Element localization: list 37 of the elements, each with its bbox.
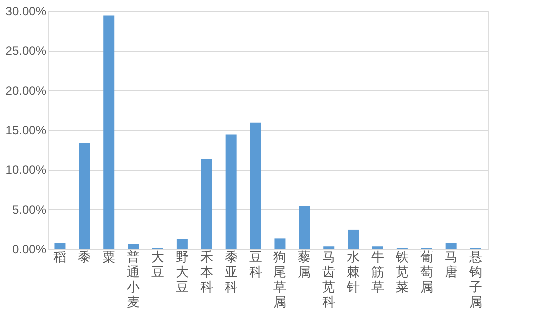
x-tick-label: 稻 xyxy=(54,250,67,266)
y-tick-label: 10.00% xyxy=(6,163,47,178)
y-tick-label: 15.00% xyxy=(6,124,47,138)
x-tick-label: 豆科 xyxy=(249,250,262,280)
bar xyxy=(201,159,212,249)
x-tick-label: 黍 xyxy=(78,250,92,266)
x-tick-label: 狗尾草属 xyxy=(274,250,287,310)
y-tick-label: 0.00% xyxy=(12,242,47,256)
x-tick-label: 野大豆 xyxy=(176,250,189,296)
bar xyxy=(128,244,140,249)
x-tick-label: 普通小麦 xyxy=(127,250,140,310)
y-tick-label: 5.00% xyxy=(12,202,47,217)
bar xyxy=(274,238,286,249)
bar xyxy=(226,134,237,249)
x-tick-label: 马唐 xyxy=(444,250,458,280)
x-tick-label: 水棘针 xyxy=(346,250,360,296)
y-tick-label: 25.00% xyxy=(6,44,47,58)
bar xyxy=(348,230,360,249)
bar xyxy=(299,206,310,249)
x-tick-label: 铁苋菜 xyxy=(394,250,409,296)
bar xyxy=(176,239,188,249)
x-tick-label: 藜属 xyxy=(298,250,312,280)
bar xyxy=(250,122,262,249)
bar xyxy=(54,243,66,249)
x-tick-label: 黍亚科 xyxy=(224,250,238,296)
x-tick-label: 马齿苋科 xyxy=(322,250,336,310)
y-tick-label: 20.00% xyxy=(6,84,47,98)
x-tick-label: 葡萄属 xyxy=(420,250,434,296)
bar xyxy=(79,143,90,249)
x-tick-label: 禾本科 xyxy=(200,250,214,296)
bar xyxy=(104,16,115,249)
y-tick-label: 30.00% xyxy=(6,4,47,18)
x-tick-label: 大豆 xyxy=(152,250,164,280)
bar xyxy=(446,243,457,249)
x-tick-label: 牛筋草 xyxy=(372,250,384,296)
x-tick-label: 粟 xyxy=(102,250,116,266)
x-tick-label: 悬钩子属 xyxy=(468,250,482,310)
